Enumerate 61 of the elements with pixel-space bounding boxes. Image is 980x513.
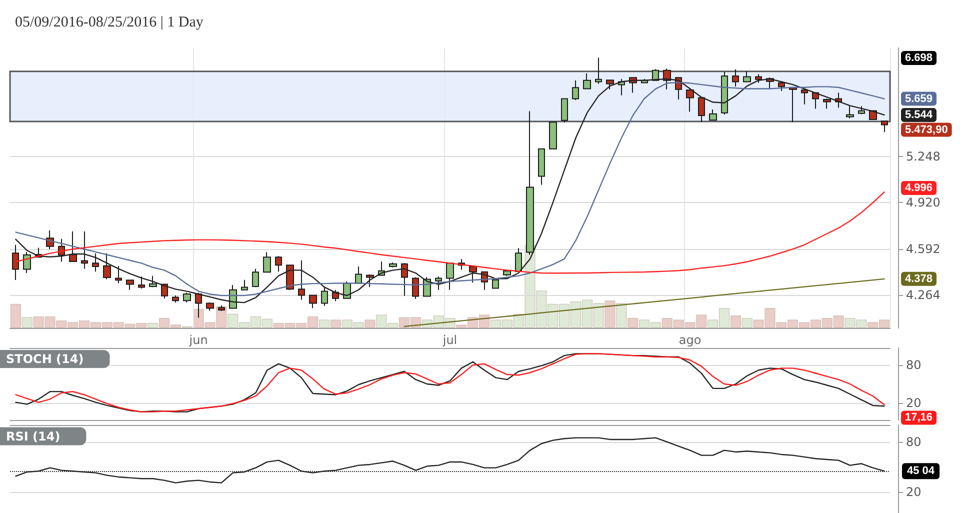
candlestick <box>538 148 545 186</box>
candlestick <box>103 252 111 280</box>
x-tick-label: ago <box>678 333 702 347</box>
data-label: 4.996 <box>905 182 933 194</box>
candlestick <box>355 266 362 284</box>
candlestick <box>412 276 419 300</box>
candlestick <box>309 294 317 309</box>
y-tick-label: 20 <box>906 396 922 410</box>
chart-title: STOCH (14) <box>6 352 84 366</box>
candlestick <box>263 252 271 273</box>
candlestick <box>435 276 442 290</box>
candlestick <box>469 266 477 284</box>
candlestick <box>23 251 31 274</box>
candlestick <box>446 262 454 290</box>
candlestick <box>115 265 122 284</box>
candlestick <box>846 106 854 119</box>
x-tick-label: jun <box>188 333 208 347</box>
candlestick <box>686 90 694 112</box>
candlestick <box>149 275 157 288</box>
candlestick <box>252 268 259 288</box>
candlestick <box>69 230 77 262</box>
candlestick <box>492 279 499 289</box>
candlestick <box>81 230 88 270</box>
y-tick-label: 4.592 <box>906 242 940 256</box>
y-tick-label: 20 <box>906 484 922 499</box>
candlestick <box>801 90 808 105</box>
text: 6.698 <box>905 52 933 64</box>
candlestick <box>778 81 785 92</box>
candlestick <box>298 260 305 300</box>
candlestick <box>12 244 19 281</box>
line-series <box>15 191 885 274</box>
text: 5.473,90 <box>905 124 948 136</box>
candlestick <box>218 304 225 312</box>
candlestick <box>172 295 179 304</box>
chart-title: RSI (14) <box>6 429 60 444</box>
candlestick <box>206 302 214 312</box>
candlestick <box>572 80 579 101</box>
candlestick <box>401 262 408 296</box>
candlestick <box>389 262 397 268</box>
candlestick <box>241 279 248 290</box>
data-label: 17,16 <box>905 412 933 424</box>
ref-line-label: 45 04 <box>907 465 936 478</box>
y-tick-label: 80 <box>906 434 922 449</box>
candlestick <box>858 106 865 115</box>
x-tick-label: jul <box>442 333 458 347</box>
candlestick <box>138 276 145 289</box>
y-tick-label: 4.264 <box>906 288 940 302</box>
data-label: 5.544 <box>905 108 934 121</box>
candlestick <box>275 256 282 272</box>
candlestick <box>515 248 522 272</box>
candlestick <box>503 269 511 276</box>
candlestick <box>126 280 134 290</box>
y-tick-label: 4.920 <box>906 196 940 210</box>
candlestick <box>366 274 374 288</box>
y-tick-label: 5.248 <box>906 150 940 164</box>
data-label: 5.659 <box>905 92 933 105</box>
y-tick-label: 80 <box>906 358 922 372</box>
candlestick <box>92 252 99 272</box>
chart-title: 05/09/2016-08/25/2016 | 1 Day <box>15 14 204 30</box>
data-label: 4.378 <box>905 272 933 285</box>
candlestick <box>823 98 831 110</box>
